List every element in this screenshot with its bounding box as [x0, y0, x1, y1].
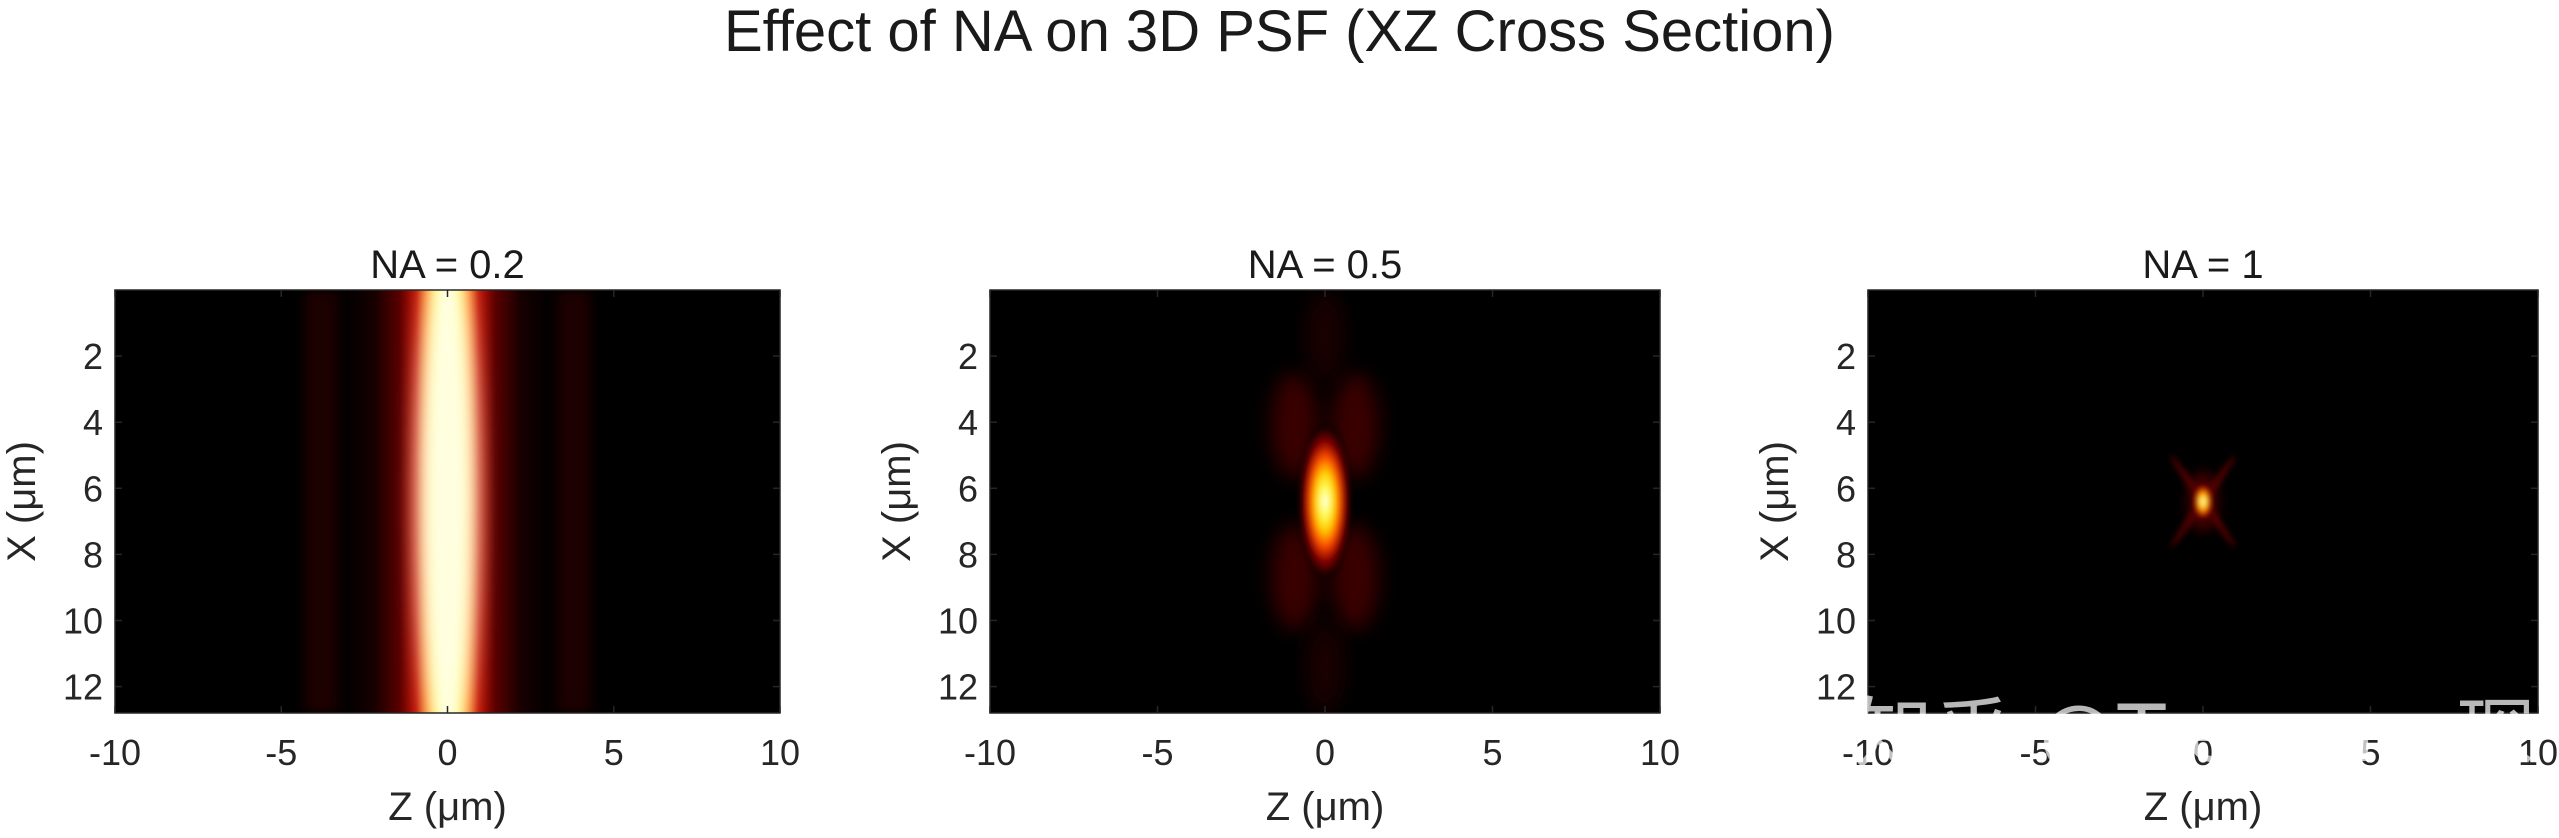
psf-panel-2: -10 -5 0 5 10 2 4 6 8 10 12 NA = 0.5 Z (μm) X (μm)	[875, 243, 1680, 829]
x-axis-label: Z (μm)	[388, 785, 507, 829]
x-tick-label: 10	[760, 732, 800, 773]
psf-side-lobe	[557, 290, 591, 713]
y-tick-label: 12	[1816, 667, 1856, 708]
watermark-text: 知乎 @Treasure琛	[1855, 690, 2536, 780]
x-tick-label: -5	[2019, 732, 2051, 773]
y-tick-label: 10	[63, 600, 103, 641]
x-tick-label: 0	[437, 732, 457, 773]
x-tick-label: 10	[2518, 732, 2558, 773]
y-tick-label: 8	[1836, 534, 1856, 575]
x-tick-label: 0	[2193, 732, 2213, 773]
psf-intensity-image	[2170, 455, 2236, 548]
psf-side-lobe	[304, 290, 338, 713]
x-tick-label: -10	[1842, 732, 1894, 773]
y-tick-label: 6	[1836, 468, 1856, 509]
x-tick-label: 5	[604, 732, 624, 773]
x-tick-label: -10	[964, 732, 1016, 773]
x-tick-label: -10	[89, 732, 141, 773]
psf-axial-tail	[1306, 620, 1344, 713]
y-axis-label: X (μm)	[875, 441, 919, 562]
x-tick-label: 10	[1640, 732, 1680, 773]
y-tick-label: 12	[63, 667, 103, 708]
psf-panel-3: -10 -5 0 5 10 2 4 6 8 10 12 NA = 1 Z (μm) X (μm)	[1753, 243, 2558, 829]
x-tick-label: 5	[2360, 732, 2380, 773]
y-tick-label: 8	[958, 534, 978, 575]
x-tick-label: -5	[265, 732, 297, 773]
y-axis-label: X (μm)	[1753, 441, 1797, 562]
psf-focal-spot	[1299, 425, 1351, 578]
y-tick-label: 8	[83, 534, 103, 575]
y-tick-label: 4	[83, 402, 103, 443]
y-tick-label: 6	[83, 468, 103, 509]
psf-axial-tail	[1306, 290, 1344, 383]
figure-title: Effect of NA on 3D PSF (XZ Cross Section…	[723, 0, 1835, 64]
y-tick-label: 10	[938, 600, 978, 641]
y-tick-label: 4	[958, 402, 978, 443]
x-axis-label: Z (μm)	[2144, 785, 2263, 829]
psf-panel-1: -10 -5 0 5 10 2 4 6 8 10 12 NA = 0.2 Z (μm) X (μm)	[0, 243, 800, 829]
x-tick-label: 5	[1482, 732, 1502, 773]
subplot-title: NA = 1	[2142, 243, 2263, 287]
y-axis-label: X (μm)	[0, 441, 44, 562]
y-tick-label: 2	[83, 336, 103, 377]
y-tick-label: 2	[958, 336, 978, 377]
y-tick-label: 2	[1836, 336, 1856, 377]
subplot-title: NA = 0.2	[370, 243, 525, 287]
subplot-title: NA = 0.5	[1248, 243, 1403, 287]
y-tick-label: 6	[958, 468, 978, 509]
y-tick-label: 12	[938, 667, 978, 708]
y-tick-label: 10	[1816, 600, 1856, 641]
x-axis-label: Z (μm)	[1266, 785, 1385, 829]
psf-intensity-image	[304, 290, 591, 713]
x-tick-label: -5	[1141, 732, 1173, 773]
psf-intensity-image	[1271, 290, 1379, 713]
y-tick-label: 4	[1836, 402, 1856, 443]
psf-beam-core	[417, 290, 478, 713]
psf-focal-spot	[2193, 483, 2213, 520]
x-tick-label: 0	[1315, 732, 1335, 773]
